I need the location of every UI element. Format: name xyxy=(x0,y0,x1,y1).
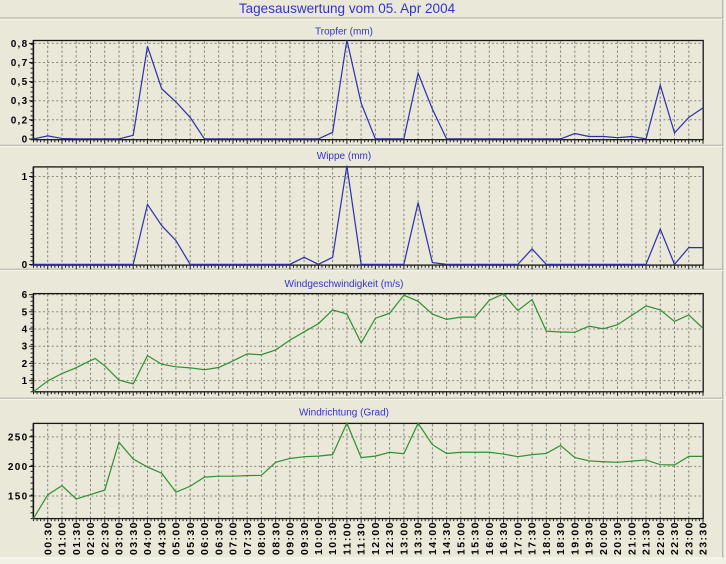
svg-text:14:30: 14:30 xyxy=(441,521,453,555)
svg-text:0,5: 0,5 xyxy=(11,77,29,88)
svg-text:0,3: 0,3 xyxy=(11,96,29,107)
svg-text:05:00: 05:00 xyxy=(171,521,183,555)
svg-text:23:00: 23:00 xyxy=(683,521,695,555)
svg-text:06:30: 06:30 xyxy=(213,521,225,555)
svg-text:13:30: 13:30 xyxy=(413,521,425,555)
svg-text:04:00: 04:00 xyxy=(142,521,154,555)
svg-text:10:00: 10:00 xyxy=(313,521,325,555)
svg-text:01:30: 01:30 xyxy=(71,521,83,555)
svg-text:18:00: 18:00 xyxy=(541,521,553,555)
svg-text:10:30: 10:30 xyxy=(327,521,339,555)
svg-text:2: 2 xyxy=(22,359,29,370)
svg-text:19:30: 19:30 xyxy=(584,521,596,555)
svg-text:19:00: 19:00 xyxy=(569,521,581,555)
svg-text:16:30: 16:30 xyxy=(498,521,510,555)
svg-text:0: 0 xyxy=(22,260,29,271)
svg-text:Wippe (mm): Wippe (mm) xyxy=(317,151,371,162)
svg-text:02:00: 02:00 xyxy=(85,521,97,555)
svg-text:21:30: 21:30 xyxy=(641,521,653,555)
svg-text:0: 0 xyxy=(22,135,29,146)
svg-text:15:00: 15:00 xyxy=(455,521,467,555)
svg-text:00:30: 00:30 xyxy=(42,521,54,555)
svg-text:13:00: 13:00 xyxy=(398,521,410,555)
svg-text:05:30: 05:30 xyxy=(185,521,197,555)
svg-text:22:30: 22:30 xyxy=(669,521,681,555)
svg-text:Windrichtung (Grad): Windrichtung (Grad) xyxy=(299,408,389,419)
svg-text:14:00: 14:00 xyxy=(427,521,439,555)
svg-text:07:00: 07:00 xyxy=(228,521,240,555)
svg-text:12:00: 12:00 xyxy=(370,521,382,555)
svg-text:5: 5 xyxy=(22,307,29,318)
svg-text:15:30: 15:30 xyxy=(470,521,482,555)
svg-text:3: 3 xyxy=(22,342,29,353)
svg-text:04:30: 04:30 xyxy=(156,521,168,555)
svg-text:Windgeschwindigkeit (m/s): Windgeschwindigkeit (m/s) xyxy=(285,279,404,290)
svg-text:200: 200 xyxy=(8,462,29,473)
svg-text:1: 1 xyxy=(22,172,29,183)
svg-text:22:00: 22:00 xyxy=(655,521,667,555)
svg-text:11:00: 11:00 xyxy=(341,522,353,555)
svg-text:17:30: 17:30 xyxy=(527,521,539,555)
svg-text:21:00: 21:00 xyxy=(626,521,638,555)
svg-text:09:00: 09:00 xyxy=(285,521,297,555)
svg-text:11:30: 11:30 xyxy=(356,522,368,555)
svg-text:4: 4 xyxy=(22,325,29,336)
svg-text:Tropfer (mm): Tropfer (mm) xyxy=(315,27,373,38)
svg-text:20:00: 20:00 xyxy=(598,521,610,555)
svg-text:08:00: 08:00 xyxy=(256,521,268,555)
svg-text:6: 6 xyxy=(22,290,29,301)
svg-text:07:30: 07:30 xyxy=(242,521,254,555)
svg-text:17:00: 17:00 xyxy=(512,521,524,555)
svg-text:0,7: 0,7 xyxy=(11,58,29,69)
svg-text:03:30: 03:30 xyxy=(128,521,140,555)
svg-text:01:00: 01:00 xyxy=(57,521,69,555)
svg-text:09:30: 09:30 xyxy=(299,521,311,555)
svg-text:18:30: 18:30 xyxy=(555,521,567,555)
svg-text:0,2: 0,2 xyxy=(11,115,29,126)
svg-text:150: 150 xyxy=(8,492,29,503)
svg-text:03:00: 03:00 xyxy=(114,521,126,555)
svg-text:23:30: 23:30 xyxy=(698,521,710,555)
svg-text:06:00: 06:00 xyxy=(199,521,211,555)
svg-text:250: 250 xyxy=(8,432,29,443)
svg-text:20:30: 20:30 xyxy=(612,521,624,555)
svg-text:16:00: 16:00 xyxy=(484,521,496,555)
svg-text:Tagesauswertung vom 05. Apr 20: Tagesauswertung vom 05. Apr 2004 xyxy=(239,1,456,16)
svg-text:08:30: 08:30 xyxy=(270,521,282,555)
svg-text:0,8: 0,8 xyxy=(11,39,29,50)
svg-text:02:30: 02:30 xyxy=(99,521,111,555)
svg-text:1: 1 xyxy=(22,376,29,387)
svg-text:12:30: 12:30 xyxy=(384,521,396,555)
